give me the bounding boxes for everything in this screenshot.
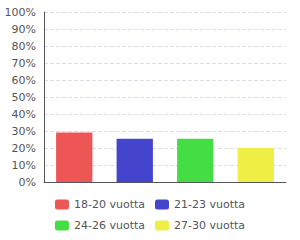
- svg-text:21-23 vuotta: 21-23 vuotta: [174, 198, 245, 211]
- svg-text:60%: 60%: [12, 74, 36, 87]
- svg-text:20%: 20%: [12, 142, 36, 155]
- svg-text:10%: 10%: [12, 159, 36, 172]
- svg-text:90%: 90%: [12, 23, 36, 36]
- svg-text:30%: 30%: [12, 125, 36, 138]
- svg-text:0%: 0%: [19, 176, 36, 189]
- svg-text:24-26 vuotta: 24-26 vuotta: [74, 219, 145, 232]
- svg-text:40%: 40%: [12, 108, 36, 121]
- svg-text:80%: 80%: [12, 40, 36, 53]
- svg-text:18-20 vuotta: 18-20 vuotta: [74, 198, 145, 211]
- svg-text:27-30 vuotta: 27-30 vuotta: [174, 219, 245, 232]
- svg-text:100%: 100%: [5, 6, 36, 19]
- svg-text:50%: 50%: [12, 91, 36, 104]
- svg-text:70%: 70%: [12, 57, 36, 70]
